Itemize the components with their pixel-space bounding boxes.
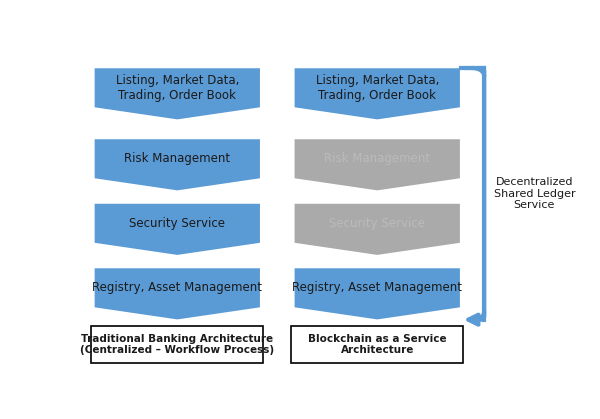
Polygon shape [94,267,261,321]
Text: Security Service: Security Service [329,217,425,230]
Polygon shape [293,67,461,120]
Text: Security Service: Security Service [130,217,226,230]
Polygon shape [94,67,261,120]
Text: Traditional Banking Architecture
(Centralized – Workflow Process): Traditional Banking Architecture (Centra… [80,334,274,355]
Polygon shape [94,203,261,256]
Polygon shape [94,138,261,191]
Text: Blockchain as a Service
Architecture: Blockchain as a Service Architecture [308,334,446,355]
Text: Listing, Market Data,
Trading, Order Book: Listing, Market Data, Trading, Order Boo… [316,74,439,102]
Text: Risk Management: Risk Management [124,152,230,165]
Polygon shape [293,138,461,191]
Text: Risk Management: Risk Management [324,152,430,165]
Text: Registry, Asset Management: Registry, Asset Management [92,281,262,294]
Polygon shape [293,267,461,321]
Polygon shape [293,203,461,256]
FancyBboxPatch shape [291,326,463,363]
Text: Listing, Market Data,
Trading, Order Book: Listing, Market Data, Trading, Order Boo… [116,74,239,102]
Text: Registry, Asset Management: Registry, Asset Management [292,281,462,294]
FancyBboxPatch shape [91,326,263,363]
Text: Decentralized
Shared Ledger
Service: Decentralized Shared Ledger Service [493,177,575,210]
